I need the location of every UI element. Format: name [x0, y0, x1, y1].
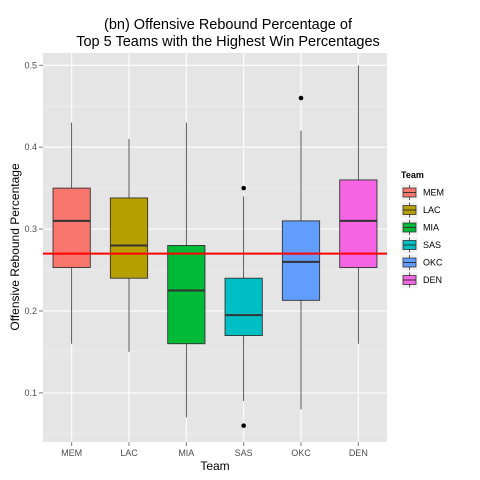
y-axis-title: Offensive Rebound Percentage: [8, 163, 22, 331]
box-okc: [281, 95, 321, 410]
y-tick-label: 0.1: [24, 388, 37, 398]
x-tick-label: OKC: [291, 448, 311, 458]
y-tick-label: 0.4: [24, 142, 37, 152]
y-tick-label: 0.5: [24, 60, 37, 70]
legend-title: Team: [401, 170, 424, 180]
x-axis-title: Team: [200, 459, 229, 473]
legend-label: SAS: [423, 240, 441, 250]
chart-title-line-2: Top 5 Teams with the Highest Win Percent…: [76, 34, 380, 50]
legend-label: MIA: [423, 223, 439, 233]
legend-item-mem: MEM: [400, 183, 444, 202]
legend-item-sas: SAS: [400, 236, 441, 254]
legend-item-okc: OKC: [400, 253, 443, 272]
y-tick-label: 0.3: [24, 224, 37, 234]
legend-label: DEN: [423, 275, 442, 285]
box-body: [109, 197, 149, 279]
legend-item-lac: LAC: [400, 201, 441, 219]
x-tick-label: LAC: [120, 448, 138, 458]
plot-panel: [43, 53, 387, 442]
box-body: [52, 187, 91, 269]
legend: Team MEM LAC MIA SAS OKC DEN: [400, 170, 444, 289]
x-tick-label: MIA: [178, 448, 194, 458]
outlier-point: [298, 95, 304, 101]
legend-label: OKC: [423, 258, 443, 268]
box-mia: [167, 122, 206, 418]
legend-item-den: DEN: [400, 271, 442, 289]
outlier-point: [241, 423, 246, 428]
x-tick-label: DEN: [349, 448, 368, 458]
legend-label: MEM: [423, 188, 444, 198]
legend-items: MEM LAC MIA SAS OKC DEN: [400, 183, 444, 289]
box-body: [167, 245, 206, 345]
y-tick-label: 0.2: [24, 306, 37, 316]
outlier-point: [241, 185, 246, 191]
box-body: [224, 277, 263, 336]
legend-item-mia: MIA: [400, 218, 439, 237]
y-axis-ticks: 0.1 0.2 0.3 0.4 0.5: [24, 60, 43, 398]
box-lac: [109, 138, 149, 352]
box-body: [281, 220, 321, 301]
x-axis-ticks: MEM LAC MIA SAS OKC DEN: [61, 442, 368, 458]
x-tick-label: SAS: [235, 448, 253, 458]
legend-label: LAC: [423, 205, 441, 215]
x-tick-label: MEM: [61, 448, 82, 458]
chart-title-line-1: (bn) Offensive Rebound Percentage of: [104, 17, 353, 33]
box-sas: [224, 185, 263, 428]
